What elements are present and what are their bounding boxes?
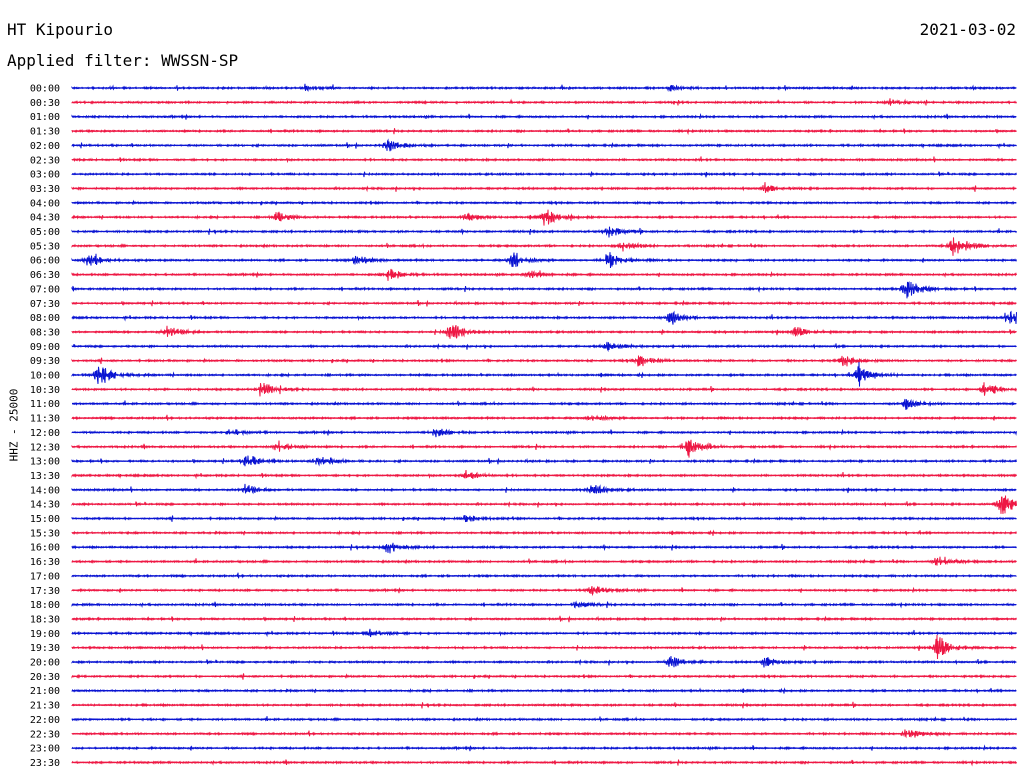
row-time-label: 10:00 <box>30 371 60 382</box>
seismic-trace-line <box>71 361 1017 387</box>
row-time-label: 18:00 <box>30 600 60 611</box>
row-time-label: 17:30 <box>30 586 60 597</box>
row-time-label: 12:30 <box>30 442 60 453</box>
row-time-label: 23:30 <box>30 758 60 769</box>
row-time-label: 21:30 <box>30 701 60 712</box>
row-time-label: 01:30 <box>30 127 60 138</box>
row-time-label: 08:30 <box>30 327 60 338</box>
row-time-label: 03:00 <box>30 170 60 181</box>
row-time-label: 12:00 <box>30 428 60 439</box>
seismic-trace-line <box>72 398 1017 410</box>
row-time-label: 02:00 <box>30 141 60 152</box>
row-time-label: 05:00 <box>30 227 60 238</box>
row-time-label: 05:30 <box>30 241 60 252</box>
seismic-trace-line <box>71 542 1017 554</box>
row-time-label: 15:00 <box>30 514 60 525</box>
row-time-label: 11:30 <box>30 414 60 425</box>
row-time-label: 22:30 <box>30 729 60 740</box>
row-time-label: 00:30 <box>30 98 60 109</box>
row-time-label: 16:00 <box>30 543 60 554</box>
seismic-trace-line <box>71 439 1017 458</box>
row-time-label: 04:30 <box>30 213 60 224</box>
row-time-label: 14:00 <box>30 485 60 496</box>
row-time-label: 00:00 <box>30 84 60 95</box>
seismic-trace-line <box>71 469 1017 480</box>
row-time-label: 17:00 <box>30 571 60 582</box>
row-time-label: 19:00 <box>30 629 60 640</box>
row-time-label: 19:30 <box>30 643 60 654</box>
row-time-label: 13:30 <box>30 471 60 482</box>
row-time-label: 04:00 <box>30 198 60 209</box>
seismic-trace-line <box>71 281 1017 299</box>
row-time-label: 22:00 <box>30 715 60 726</box>
seismic-trace-line <box>71 483 1017 495</box>
filter-label: Applied filter: WWSSN-SP <box>7 51 239 70</box>
row-time-label: 13:00 <box>30 457 60 468</box>
row-time-label: 21:00 <box>30 686 60 697</box>
row-time-label: 09:00 <box>30 342 60 353</box>
row-time-label: 09:30 <box>30 356 60 367</box>
row-time-label: 07:30 <box>30 299 60 310</box>
record-date: 2021-03-02 <box>919 20 1016 39</box>
row-time-label: 23:00 <box>30 744 60 755</box>
seismic-trace-line <box>71 634 1017 660</box>
row-time-label: 08:00 <box>30 313 60 324</box>
row-time-label: 06:30 <box>30 270 60 281</box>
row-time-label: 02:30 <box>30 155 60 166</box>
row-time-label: 20:00 <box>30 658 60 669</box>
row-time-label: 01:00 <box>30 112 60 123</box>
row-time-label: 14:30 <box>30 500 60 511</box>
row-time-label: 07:00 <box>30 284 60 295</box>
row-time-label: 16:30 <box>30 557 60 568</box>
seismic-trace-line <box>71 237 1017 256</box>
row-time-label: 18:30 <box>30 614 60 625</box>
row-time-label: 06:00 <box>30 256 60 267</box>
row-time-label: 11:00 <box>30 399 60 410</box>
row-time-label: 20:30 <box>30 672 60 683</box>
row-time-label: 15:30 <box>30 528 60 539</box>
row-time-label: 10:30 <box>30 385 60 396</box>
row-time-label: 03:30 <box>30 184 60 195</box>
seismic-trace-line <box>71 182 1017 193</box>
station-title: HT Kipourio <box>7 20 113 39</box>
seismic-trace-line <box>71 628 1017 638</box>
